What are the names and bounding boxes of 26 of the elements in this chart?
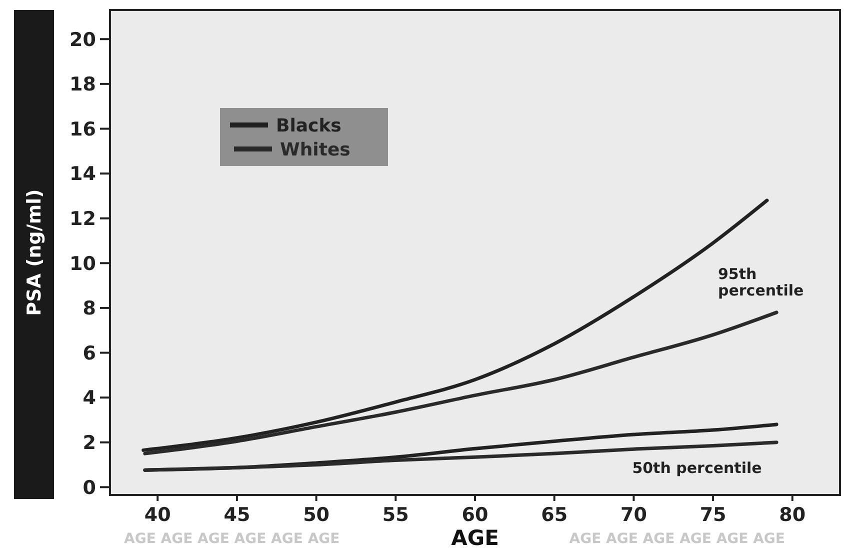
y-tick-label: 0 (82, 476, 96, 499)
x-tick-label: 75 (700, 504, 726, 526)
legend-label: Blacks (276, 115, 342, 136)
y-tick-label: 18 (70, 74, 96, 96)
y-tick-label: 14 (70, 163, 96, 186)
y-tick-label: 12 (70, 208, 96, 230)
y-tick-label: 4 (82, 387, 96, 410)
y-tick-label: 16 (70, 118, 96, 140)
x-tick-label: 80 (779, 504, 806, 526)
x-axis-title: AGE (451, 526, 499, 550)
x-tick-label: 70 (620, 504, 647, 526)
x-tick-label: 40 (144, 504, 171, 526)
y-tick-label: 6 (82, 342, 96, 364)
x-tick-label: 55 (382, 504, 409, 526)
y-tick-label: 2 (82, 432, 96, 454)
y-tick-label: 10 (70, 252, 96, 275)
y-tick-label: 20 (70, 28, 96, 51)
legend-label: Whites (280, 139, 350, 160)
x-tick-label: 60 (462, 504, 488, 526)
x-tick-label: 65 (541, 504, 568, 526)
x-tick-label: 45 (224, 504, 250, 526)
x-tick-label: 50 (303, 504, 330, 526)
annotation: 50th percentile (632, 459, 762, 477)
y-tick-label: 8 (82, 298, 96, 320)
annotation: 95th percentile (718, 265, 804, 300)
y-axis-title: PSA (ng/ml) (24, 189, 46, 316)
